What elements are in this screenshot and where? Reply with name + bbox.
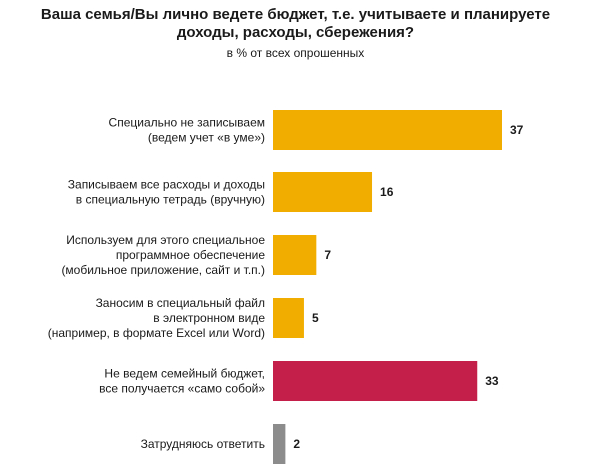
bar-2 [273, 172, 373, 212]
value-label-2: 16 [380, 185, 394, 199]
value-label-6: 2 [293, 437, 300, 451]
category-label-6-line-1: Затрудняюсь ответить [141, 437, 265, 451]
value-label-4: 5 [312, 311, 319, 325]
category-label-2-line-2: в специальную тетрадь (вручную) [76, 193, 265, 207]
category-label-2-line-1: Записываем все расходы и доходы [68, 178, 265, 192]
category-label-3-line-3: (мобильное приложение, сайт и т.п.) [61, 263, 265, 277]
category-label-5-line-2: все получается «само собой» [99, 382, 265, 396]
chart-title-line-2: доходы, расходы, сбережения? [176, 24, 415, 41]
value-label-5: 33 [485, 374, 499, 388]
bar-3 [273, 235, 317, 275]
category-label-4-line-1: Заносим в специальный файл [96, 296, 265, 310]
category-label-1-line-1: Специально не записываем [109, 116, 265, 130]
bar-1 [273, 110, 502, 150]
bar-4 [273, 298, 304, 338]
category-label-1-line-2: (ведем учет «в уме») [148, 131, 265, 145]
category-label-3-line-2: программное обеспечение [116, 248, 265, 262]
value-label-3: 7 [324, 248, 331, 262]
chart-title: Ваша семья/Вы лично ведете бюджет, т.е. … [0, 6, 591, 42]
bar-6 [273, 424, 286, 464]
chart-title-line-1: Ваша семья/Вы лично ведете бюджет, т.е. … [40, 6, 551, 23]
bar-5 [273, 361, 478, 401]
category-label-4-line-3: (например, в формате Excel или Word) [48, 326, 265, 340]
value-label-1: 37 [510, 123, 524, 137]
category-label-4-line-2: в электронном виде [153, 311, 265, 325]
chart-header: Ваша семья/Вы лично ведете бюджет, т.е. … [0, 6, 591, 60]
chart-subtitle: в % от всех опрошенных [226, 46, 365, 60]
category-label-5-line-1: Не ведем семейный бюджет, [104, 367, 265, 381]
category-label-3-line-1: Используем для этого специальное [66, 233, 265, 247]
